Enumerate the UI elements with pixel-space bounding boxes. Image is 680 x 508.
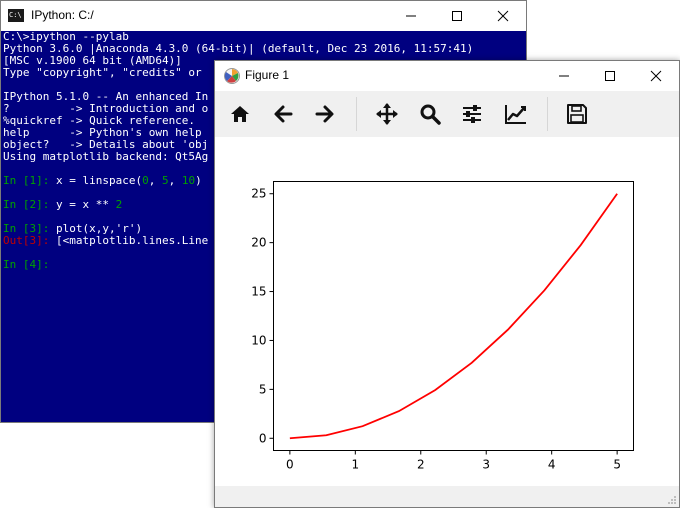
pan-button[interactable] [371, 98, 403, 130]
back-button[interactable] [267, 98, 299, 130]
figure-window-title: Figure 1 [245, 68, 290, 82]
output-prompt: Out[3]: [3, 234, 50, 247]
console-titlebar[interactable]: C:\ IPython: C:/ [1, 1, 526, 31]
x-tick-label: 5 [613, 458, 621, 472]
console-input-line: In [1]: x = linspace(0, 5, 10) [3, 175, 202, 187]
close-icon [650, 70, 662, 82]
figure-minimize-button[interactable] [541, 61, 587, 91]
close-icon [497, 10, 509, 22]
y-tick-label: 0 [259, 431, 267, 445]
x-tick-label: 4 [548, 458, 556, 472]
zoom-icon [420, 104, 441, 125]
figure-maximize-button[interactable] [587, 61, 633, 91]
edit-axes-icon [505, 105, 526, 124]
console-close-button[interactable] [480, 1, 526, 31]
navigation-toolbar [215, 91, 679, 137]
axes-frame [273, 181, 634, 451]
console-input-line[interactable]: In [4]: [3, 259, 49, 271]
maximize-icon [605, 71, 615, 81]
input-prompt: In [2]: [3, 198, 50, 211]
configure-subplots-button[interactable] [456, 98, 488, 130]
console-line: help -> Python's own help [3, 126, 202, 139]
toolbar-separator [356, 97, 357, 131]
minimize-icon [559, 75, 569, 77]
code-text: x = linspace( [49, 174, 143, 187]
input-prompt: In [3]: [3, 222, 50, 235]
y-tick-label: 10 [251, 333, 266, 347]
input-prompt: In [1]: [3, 174, 50, 187]
output-text: [<matplotlib.lines.Line [49, 234, 209, 247]
code-number: 5 [161, 174, 169, 187]
code-text: , [168, 174, 182, 187]
console-line: Python 3.6.0 |Anaconda 4.3.0 (64-bit)| (… [3, 42, 474, 55]
console-output-line: Out[3]: [<matplotlib.lines.Line [3, 235, 208, 247]
console-line: Type "copyright", "credits" or [3, 66, 202, 79]
status-bar [215, 486, 679, 507]
series-line [289, 193, 618, 440]
y-tick-label: 5 [259, 382, 267, 396]
x-tick-label: 0 [286, 458, 294, 472]
code-number: 2 [115, 198, 123, 211]
console-minimize-button[interactable] [388, 1, 434, 31]
forward-arrow-icon [315, 105, 334, 123]
code-text: , [148, 174, 162, 187]
y-tick-label: 20 [251, 236, 266, 250]
console-input-line: In [3]: plot(x,y,'r') [3, 223, 142, 235]
code-text: plot(x,y,'r') [49, 222, 143, 235]
back-arrow-icon [274, 105, 293, 123]
console-line: C:\>ipython --pylab [3, 31, 129, 43]
minimize-icon [406, 15, 416, 17]
input-prompt: In [4]: [3, 258, 50, 271]
figure-window: Figure 1 [214, 60, 680, 508]
zoom-button[interactable] [414, 98, 446, 130]
y-tick-label: 15 [251, 285, 266, 299]
code-number: 10 [181, 174, 196, 187]
console-line: %quickref -> Quick reference. [3, 114, 196, 127]
save-icon [567, 104, 587, 124]
resize-grip-icon[interactable] [667, 495, 677, 505]
code-text: y = x ** [49, 198, 116, 211]
maximize-icon [452, 11, 462, 21]
edit-axes-button[interactable] [500, 98, 532, 130]
console-input-line: In [2]: y = x ** 2 [3, 199, 122, 211]
save-button[interactable] [561, 98, 593, 130]
console-line: [MSC v.1900 64 bit (AMD64)] [3, 54, 182, 67]
console-app-icon: C:\ [8, 9, 24, 22]
configure-subplots-icon [463, 105, 481, 123]
code-text: ) [195, 174, 202, 187]
code-number: 0 [142, 174, 149, 187]
home-icon [231, 106, 249, 122]
toolbar-separator [547, 97, 548, 131]
x-tick-label: 1 [351, 458, 359, 472]
console-line: ? -> Introduction and o [3, 102, 209, 115]
console-line: object? -> Details about 'obj [3, 138, 209, 151]
x-tick-label: 2 [417, 458, 425, 472]
console-window-title: IPython: C:/ [31, 8, 94, 22]
y-tick-label: 25 [251, 187, 266, 201]
pan-icon [376, 103, 398, 125]
console-line: Using matplotlib backend: Qt5Ag [3, 150, 209, 163]
figure-close-button[interactable] [633, 61, 679, 91]
figure-canvas[interactable]: 0 1 2 3 4 5 0 5 10 15 20 25 [215, 137, 679, 486]
matplotlib-icon [224, 68, 240, 84]
line-chart[interactable]: 0 1 2 3 4 5 0 5 10 15 20 25 [215, 137, 679, 486]
forward-button[interactable] [309, 98, 341, 130]
console-maximize-button[interactable] [434, 1, 480, 31]
home-button[interactable] [224, 98, 256, 130]
console-line: IPython 5.1.0 -- An enhanced In [3, 90, 209, 103]
x-tick-label: 3 [482, 458, 490, 472]
figure-titlebar[interactable]: Figure 1 [215, 61, 679, 91]
